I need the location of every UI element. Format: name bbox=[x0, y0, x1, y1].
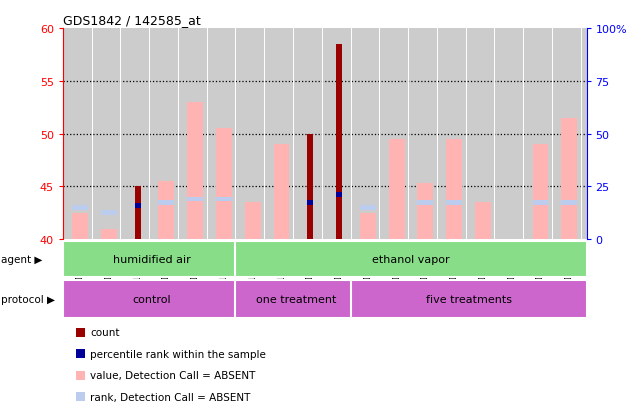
Bar bbox=[187, 102, 203, 240]
Bar bbox=[360, 206, 376, 210]
Bar bbox=[417, 200, 433, 205]
Text: GDS1842 / 142585_at: GDS1842 / 142585_at bbox=[63, 14, 201, 27]
Text: value, Detection Call = ABSENT: value, Detection Call = ABSENT bbox=[90, 370, 256, 380]
Bar bbox=[63, 241, 241, 277]
Bar bbox=[533, 145, 549, 240]
Text: control: control bbox=[133, 294, 171, 304]
Bar bbox=[135, 187, 140, 240]
Text: ethanol vapor: ethanol vapor bbox=[372, 254, 450, 264]
Bar bbox=[63, 280, 241, 318]
Bar bbox=[158, 182, 174, 240]
Text: agent ▶: agent ▶ bbox=[1, 254, 42, 264]
Bar bbox=[446, 200, 462, 205]
Bar bbox=[235, 280, 356, 318]
Bar bbox=[187, 197, 203, 202]
Bar bbox=[336, 45, 342, 240]
Bar bbox=[417, 184, 433, 240]
Bar bbox=[101, 211, 117, 216]
Text: percentile rank within the sample: percentile rank within the sample bbox=[90, 349, 266, 359]
Text: one treatment: one treatment bbox=[256, 294, 336, 304]
Bar bbox=[101, 229, 117, 240]
Text: protocol ▶: protocol ▶ bbox=[1, 294, 54, 304]
Bar bbox=[274, 145, 290, 240]
Bar bbox=[216, 129, 232, 240]
Bar bbox=[446, 140, 462, 240]
Bar bbox=[158, 200, 174, 205]
Bar bbox=[72, 206, 88, 210]
Bar bbox=[235, 241, 587, 277]
Text: humidified air: humidified air bbox=[113, 254, 191, 264]
Bar bbox=[562, 119, 577, 240]
Bar bbox=[360, 213, 376, 240]
Bar bbox=[388, 140, 404, 240]
Bar bbox=[533, 200, 549, 205]
Bar bbox=[216, 197, 232, 202]
Bar bbox=[308, 134, 313, 240]
Bar bbox=[351, 280, 587, 318]
Text: count: count bbox=[90, 328, 120, 337]
Bar bbox=[135, 204, 140, 208]
Bar bbox=[475, 203, 491, 240]
Bar bbox=[308, 200, 313, 205]
Bar bbox=[245, 203, 261, 240]
Bar bbox=[72, 213, 88, 240]
Bar bbox=[562, 200, 577, 205]
Bar bbox=[336, 193, 342, 198]
Text: five treatments: five treatments bbox=[426, 294, 512, 304]
Text: rank, Detection Call = ABSENT: rank, Detection Call = ABSENT bbox=[90, 392, 251, 402]
